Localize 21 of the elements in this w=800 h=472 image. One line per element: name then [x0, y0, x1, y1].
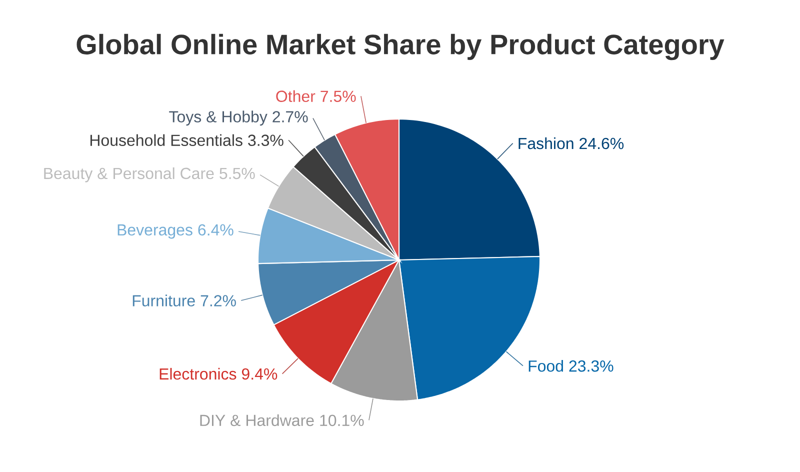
- data-label: 3.3%: [248, 134, 284, 146]
- data-label: 10.1%: [320, 414, 364, 426]
- chart-title: Global Online Market Share by Product Category: [76, 34, 724, 60]
- slice-label: Electronics: [160, 368, 236, 380]
- slice-label: Furniture: [132, 294, 195, 306]
- data-label: 7.5%: [320, 90, 356, 102]
- slice-label: Fashion: [518, 137, 574, 150]
- data-label: 7.2%: [200, 295, 236, 306]
- data-label: 5.5%: [220, 168, 255, 180]
- slice-label: Beverages: [118, 224, 192, 239]
- data-label: 23.3%: [569, 360, 614, 372]
- slice-label: DIY & Hardware: [200, 414, 314, 426]
- slice-label: Food: [528, 360, 563, 372]
- data-label: 9.4%: [242, 368, 278, 380]
- data-label: 6.4%: [198, 224, 234, 236]
- data-label: 2.7%: [272, 111, 308, 122]
- data-label: 24.6%: [580, 138, 624, 150]
- slice-label: Household Essentials: [90, 134, 242, 146]
- slice-label: Toys & Hobby: [169, 110, 268, 126]
- slice-label: Other: [276, 90, 316, 102]
- slice-label: Beauty & Personal Care: [44, 167, 214, 182]
